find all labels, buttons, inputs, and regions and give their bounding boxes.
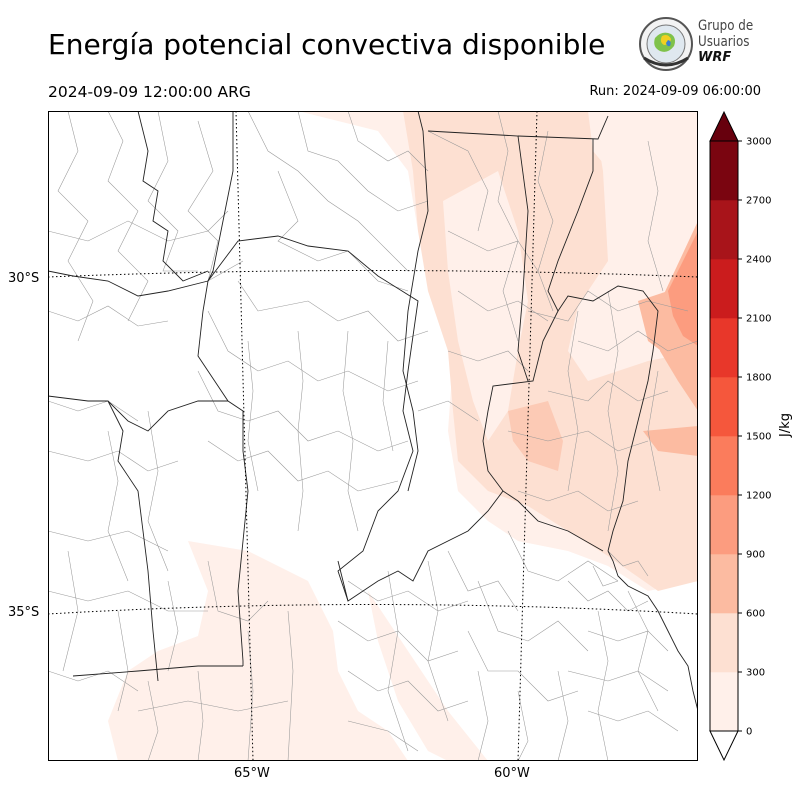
cape-shading — [108, 111, 698, 761]
lat-label-30: 30°S — [8, 271, 40, 286]
colorbar: 0 300 600 900 1200 1500 1800 2100 2400 2700 3000 — [709, 110, 771, 762]
colorbar-bin — [710, 141, 738, 201]
lat-label-35: 35°S — [8, 605, 40, 620]
colorbar-over-arrow — [709, 110, 739, 142]
colorbar-bin — [710, 495, 738, 555]
lon-label-60: 60°W — [494, 766, 530, 781]
logo: Grupo de Usuarios WRF — [638, 16, 788, 76]
colorbar-tick-label: 600 — [746, 609, 765, 620]
graticule — [48, 111, 698, 761]
province-boundaries — [48, 111, 659, 682]
colorbar-tick-label: 2100 — [746, 314, 771, 325]
department-boundaries — [48, 111, 698, 761]
valid-time: 2024-09-09 12:00:00 ARG — [48, 83, 251, 101]
colorbar-bins — [709, 140, 739, 732]
logo-line-3: WRF — [698, 50, 732, 65]
colorbar-bin — [710, 672, 738, 732]
colorbar-under-arrow — [709, 730, 739, 762]
colorbar-tick-label: 3000 — [746, 137, 771, 148]
colorbar-tick-label: 300 — [746, 668, 765, 679]
colorbar-tick-label: 2400 — [746, 255, 771, 266]
logo-line-1: Grupo de — [698, 18, 754, 34]
colorbar-tick-label: 900 — [746, 550, 765, 561]
colorbar-tick-label: 1800 — [746, 373, 771, 384]
coastline — [607, 550, 698, 712]
colorbar-bin — [710, 554, 738, 614]
colorbar-tick-label: 0 — [746, 727, 752, 738]
cape-map — [48, 111, 698, 761]
colorbar-ticks: 0 300 600 900 1200 1500 1800 2100 2400 2700 3000 — [738, 137, 771, 738]
lon-label-65: 65°W — [234, 766, 270, 781]
colorbar-tick-label: 2700 — [746, 196, 771, 207]
colorbar-bin — [710, 436, 738, 496]
colorbar-unit-label: J/kg — [778, 413, 793, 437]
colorbar-tick-label: 1500 — [746, 432, 771, 443]
logo-line-2: Usuarios — [698, 34, 750, 50]
colorbar-bin — [710, 200, 738, 260]
run-time: Run: 2024-09-09 06:00:00 — [589, 84, 761, 99]
colorbar-tick-label: 1200 — [746, 491, 771, 502]
globe-seal-icon — [639, 17, 693, 71]
colorbar-bin — [710, 613, 738, 673]
colorbar-bin — [710, 259, 738, 319]
colorbar-bin — [710, 318, 738, 378]
colorbar-bin — [710, 377, 738, 437]
page-title: Energía potencial convectiva disponible — [48, 28, 606, 61]
